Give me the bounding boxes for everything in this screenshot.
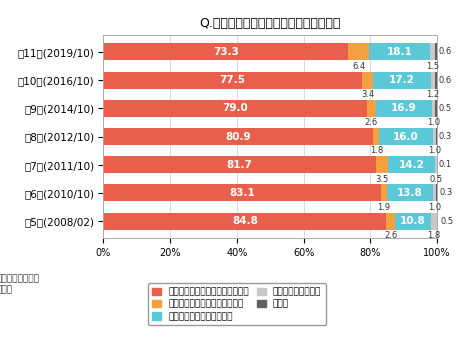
Text: 83.1: 83.1 xyxy=(229,188,255,198)
Text: 0.1: 0.1 xyxy=(439,160,452,169)
Text: 1.0: 1.0 xyxy=(428,203,441,212)
Text: 0.5: 0.5 xyxy=(430,175,442,183)
Text: 17.2: 17.2 xyxy=(389,75,415,85)
Text: 1.0: 1.0 xyxy=(428,146,441,155)
Text: 73.3: 73.3 xyxy=(213,47,239,57)
Text: 16.9: 16.9 xyxy=(391,103,417,113)
Bar xyxy=(435,156,437,173)
Text: 80.9: 80.9 xyxy=(226,132,251,141)
Bar xyxy=(103,184,381,201)
Bar xyxy=(103,212,386,230)
Text: 81.7: 81.7 xyxy=(227,160,253,170)
Text: 6.4: 6.4 xyxy=(352,62,365,71)
Bar xyxy=(379,128,433,145)
Text: 79.0: 79.0 xyxy=(222,103,248,113)
Legend: コンパクトタイプだけ持っている, 一眼レフタイプだけ持っている, 両方のタイプを持っている, タイプはわからない, 無回答: コンパクトタイプだけ持っている, 一眼レフタイプだけ持っている, 両方のタイプを… xyxy=(148,283,326,326)
Bar xyxy=(435,43,437,60)
Bar xyxy=(103,100,367,117)
Bar xyxy=(432,100,435,117)
Text: 16.0: 16.0 xyxy=(393,132,419,141)
Bar xyxy=(388,156,435,173)
Bar xyxy=(376,156,388,173)
Text: 1.8: 1.8 xyxy=(370,146,383,155)
Bar xyxy=(103,128,373,145)
Text: 0.5: 0.5 xyxy=(439,104,452,113)
Bar xyxy=(376,100,432,117)
Text: ：デジタルカメラ
所有者: ：デジタルカメラ 所有者 xyxy=(0,274,39,294)
Bar xyxy=(435,100,437,117)
Bar xyxy=(386,212,395,230)
Bar xyxy=(103,156,376,173)
Text: 18.1: 18.1 xyxy=(387,47,413,57)
Text: 1.5: 1.5 xyxy=(426,62,439,71)
Bar xyxy=(369,43,430,60)
Text: 0.5: 0.5 xyxy=(440,217,454,226)
Text: 1.9: 1.9 xyxy=(377,203,391,212)
Text: 10.8: 10.8 xyxy=(400,216,426,226)
Bar xyxy=(348,43,369,60)
Text: 0.3: 0.3 xyxy=(439,188,452,197)
Bar xyxy=(437,212,439,230)
Bar xyxy=(431,212,437,230)
Bar xyxy=(431,72,435,89)
Text: 14.2: 14.2 xyxy=(399,160,424,170)
Bar xyxy=(430,43,435,60)
Bar xyxy=(437,184,438,201)
Bar xyxy=(433,128,436,145)
Text: 1.8: 1.8 xyxy=(428,231,441,240)
Text: 13.8: 13.8 xyxy=(397,188,423,198)
Text: 77.5: 77.5 xyxy=(219,75,246,85)
Bar xyxy=(373,72,431,89)
Bar xyxy=(103,43,348,60)
Title: Q.所有しているデジタルカメラのタイプ: Q.所有しているデジタルカメラのタイプ xyxy=(200,17,341,30)
Text: 3.4: 3.4 xyxy=(361,90,374,99)
Text: 1.2: 1.2 xyxy=(426,90,439,99)
Bar xyxy=(395,212,431,230)
Bar xyxy=(362,72,373,89)
Bar xyxy=(367,100,376,117)
Text: 0.6: 0.6 xyxy=(439,47,452,56)
Text: 84.8: 84.8 xyxy=(232,216,258,226)
Text: 2.6: 2.6 xyxy=(365,118,378,127)
Bar xyxy=(373,128,379,145)
Text: 1.0: 1.0 xyxy=(427,118,440,127)
Bar xyxy=(436,128,437,145)
Text: 2.6: 2.6 xyxy=(384,231,397,240)
Text: 0.6: 0.6 xyxy=(439,76,452,85)
Text: 3.5: 3.5 xyxy=(375,175,389,183)
Bar xyxy=(381,184,387,201)
Bar xyxy=(433,184,437,201)
Bar xyxy=(435,72,437,89)
Text: 0.3: 0.3 xyxy=(439,132,452,141)
Bar xyxy=(103,72,362,89)
Bar xyxy=(387,184,433,201)
